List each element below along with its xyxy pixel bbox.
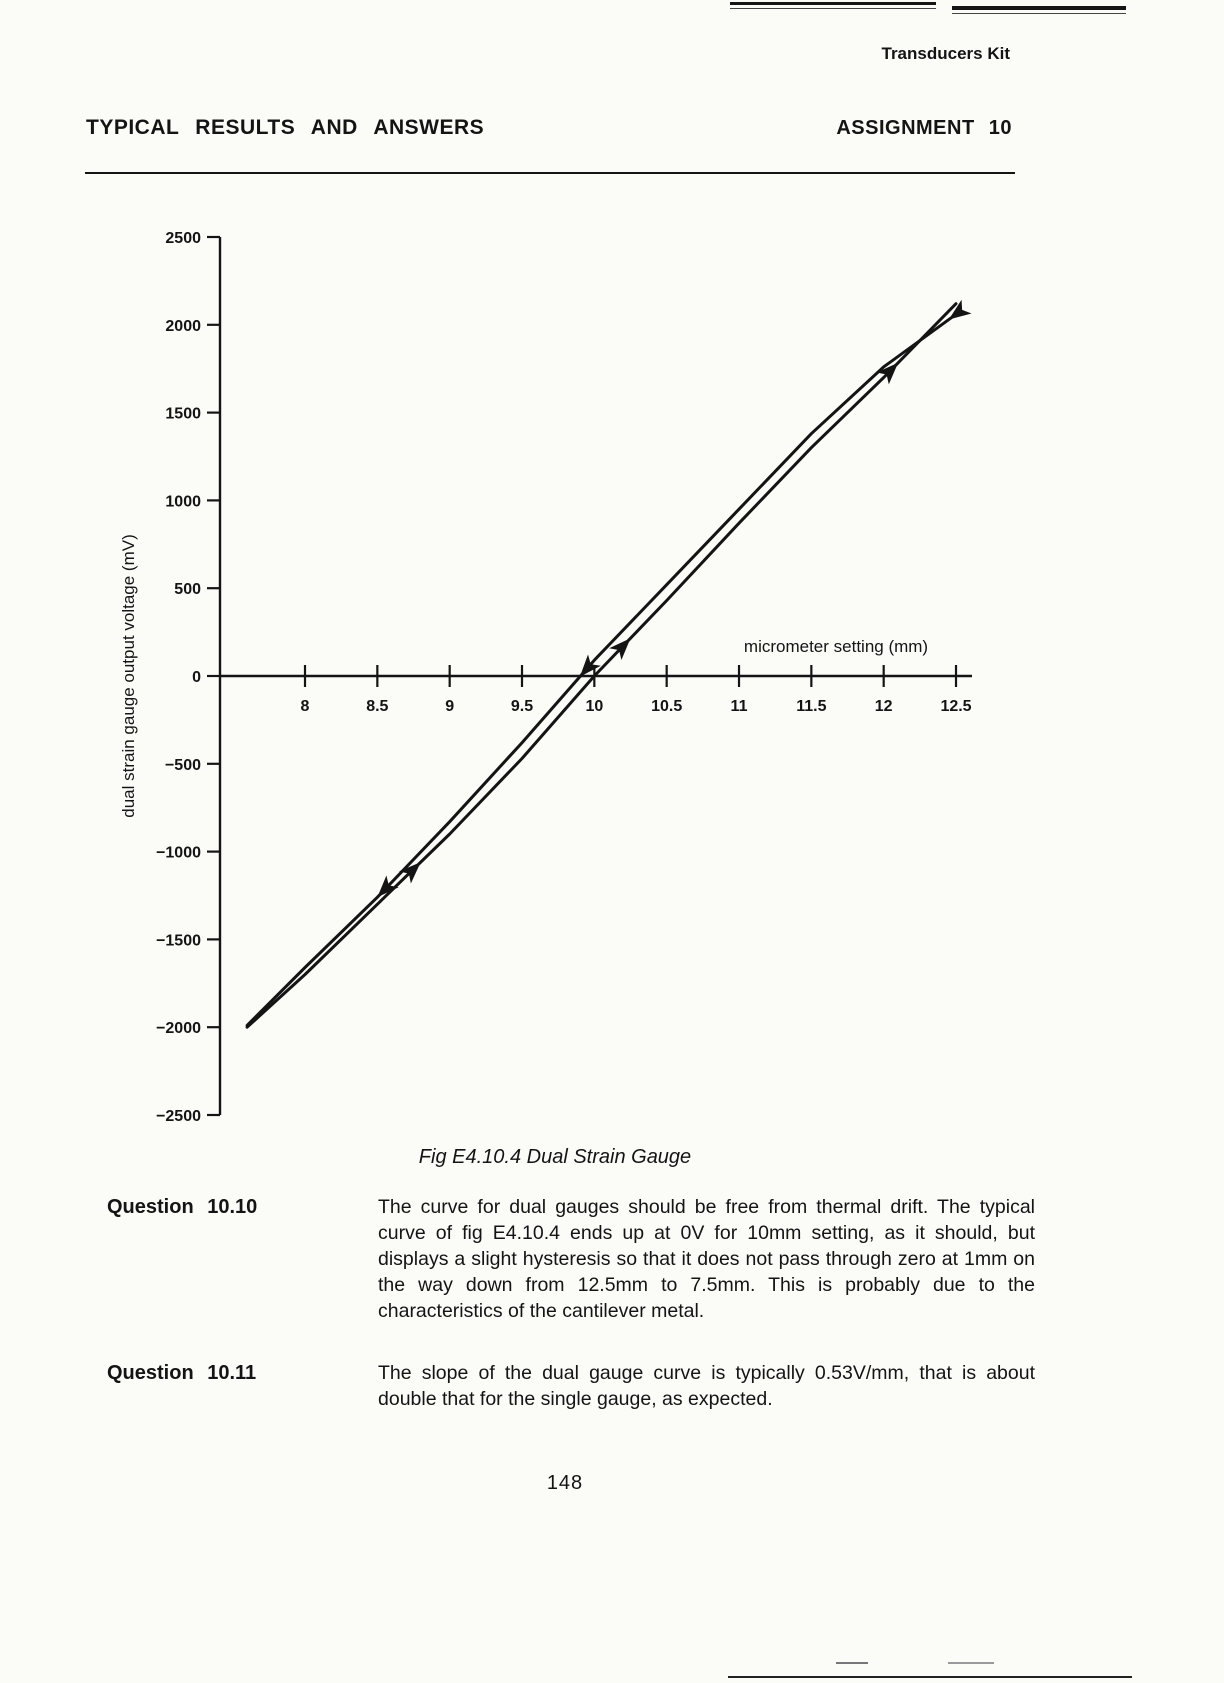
figure-caption: Fig E4.10.4 Dual Strain Gauge <box>418 1146 692 1168</box>
svg-text:micrometer setting (mm): micrometer setting (mm) <box>744 637 928 656</box>
scan-artifact-line <box>730 8 936 9</box>
svg-text:1000: 1000 <box>165 493 201 510</box>
scan-artifact-line <box>730 2 936 5</box>
scan-artifact-line <box>952 13 1126 14</box>
dual-strain-gauge-chart: 2500 2000 1500 1000 500 0 −500 −1000 −1500 −2000 −… <box>119 230 972 1125</box>
svg-text:11.5: 11.5 <box>796 698 826 715</box>
svg-text:−1500: −1500 <box>156 932 201 949</box>
question-10-10-label: Question 10.10 <box>107 1196 258 1218</box>
page-number: 148 <box>546 1472 584 1494</box>
svg-text:10.5: 10.5 <box>651 698 682 715</box>
svg-text:dual strain gauge output volta: dual strain gauge output voltage (mV) <box>119 534 138 818</box>
svg-text:9.5: 9.5 <box>511 698 533 715</box>
header-rule <box>85 172 1015 174</box>
page-header: TYPICAL RESULTS AND ANSWERS ASSIGNMENT 1… <box>86 116 1012 140</box>
svg-text:9: 9 <box>445 698 454 715</box>
scan-artifact-line <box>948 1662 994 1664</box>
question-10-10-answer: The curve for dual gauges should be free… <box>378 1196 1035 1322</box>
question-10-11-label: Question 10.11 <box>107 1362 257 1384</box>
svg-text:−1000: −1000 <box>156 845 201 862</box>
svg-text:8: 8 <box>301 698 310 715</box>
svg-text:11: 11 <box>731 698 748 715</box>
svg-text:−2500: −2500 <box>156 1108 201 1125</box>
svg-text:500: 500 <box>174 581 201 598</box>
svg-text:0: 0 <box>192 669 201 686</box>
question-10-11-answer: The slope of the dual gauge curve is typ… <box>378 1362 1035 1410</box>
svg-text:12: 12 <box>875 698 893 715</box>
svg-text:12.5: 12.5 <box>940 698 971 715</box>
assignment-label: ASSIGNMENT 10 <box>836 117 1012 139</box>
page-title: TYPICAL RESULTS AND ANSWERS <box>86 116 485 139</box>
svg-text:2500: 2500 <box>165 230 201 247</box>
svg-text:−500: −500 <box>165 757 201 774</box>
chart-container: 2500 2000 1500 1000 500 0 −500 −1000 −1500 −2000 −… <box>88 224 1023 1147</box>
svg-text:−2000: −2000 <box>156 1020 201 1037</box>
scan-artifact-line <box>836 1662 868 1664</box>
svg-text:2000: 2000 <box>165 318 201 335</box>
scan-artifact-line <box>952 6 1126 10</box>
kit-label: Transducers Kit <box>881 44 1011 63</box>
svg-text:1500: 1500 <box>165 406 201 423</box>
scan-artifact-line <box>728 1676 1132 1678</box>
svg-text:8.5: 8.5 <box>366 698 388 715</box>
svg-text:10: 10 <box>585 698 603 715</box>
